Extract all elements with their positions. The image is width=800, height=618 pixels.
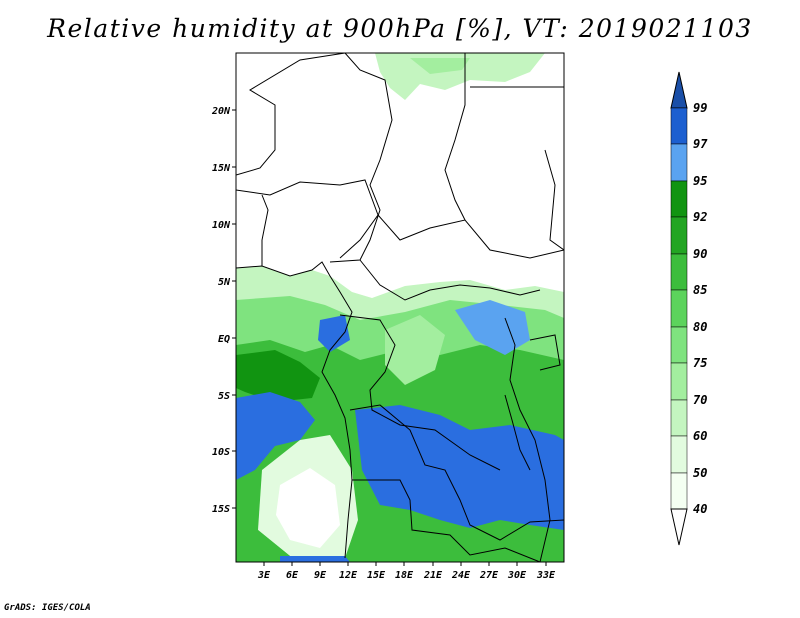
border-car-south [359,259,541,301]
colorbar-label-75: 75 [693,356,707,370]
colorbar-label-97: 97 [693,137,708,151]
colorbar-label-80: 80 [693,320,707,334]
border-benin [261,194,269,266]
lake-tanganyika [504,394,531,471]
humidity-field [236,53,564,562]
map-frame [235,52,565,563]
colorbar-segment-80-85 [670,289,688,328]
border-uganda-kenya [529,334,561,371]
lat-label-eq: EQ [218,334,230,345]
border-sudan-east [544,149,564,251]
colorbar-bottom-arrow [670,508,688,546]
lat-label-15s: 15S [212,504,230,515]
humidity-south-band [236,530,350,562]
border-niger-chad [329,53,393,263]
lon-label-3e: 3E [257,570,271,581]
humidity-patch-north-inner [410,58,470,74]
map-panel [235,52,565,563]
colorbar-label-70: 70 [693,393,707,407]
lat-label-10s: 10S [212,447,230,458]
lon-label-15e: 15E [367,570,386,581]
lon-label-6e: 6E [286,570,299,581]
lon-labels: 3E 6E 9E 12E 15E 18E 21E 24E 27E 30E 33E [257,570,556,581]
colorbar-label-99: 99 [693,101,707,115]
lon-label-27e: 27E [479,570,499,581]
colorbar-label-60: 60 [693,429,707,443]
lat-label-20n: 20N [211,106,231,117]
lon-label-33e: 33E [536,570,556,581]
humidity-light-central [385,315,445,385]
border-mali-niger [236,53,346,176]
lon-label-18e: 18E [395,570,414,581]
border-nigeria [236,179,379,259]
humidity-driest-southwest [276,468,340,548]
colorbar-segment-92-95 [670,180,688,218]
border-drc-west [339,314,501,471]
colorbar-label-90: 90 [693,247,707,261]
colorbar-top-arrow [670,71,688,109]
border-drc-east [504,317,551,562]
border-angola-zambia [349,404,564,541]
humidity-blue-southcentral [355,405,564,530]
humidity-patch-north [375,53,545,100]
humidity-blue-gabon [318,315,350,352]
humidity-dark-coastal [236,350,320,402]
border-chad-sudan [444,53,466,221]
lon-label-30e: 30E [507,570,527,581]
lat-label-5n: 5N [218,277,231,288]
lon-label-12e: 12E [339,570,358,581]
colorbar-segment-90-92 [670,216,688,255]
colorbar-segment-40-50 [670,472,688,510]
lat-label-10n: 10N [212,220,231,231]
colorbar-label-40: 40 [693,502,707,516]
humidity-south-blue [280,556,350,562]
colorbar-label-50: 50 [693,466,707,480]
map-borders [236,53,564,562]
axis-ticks [232,109,547,566]
lon-label-9e: 9E [314,570,327,581]
lat-label-15n: 15N [212,163,231,174]
colorbar: 99 97 95 92 90 85 80 75 70 60 50 40 [670,71,708,546]
lon-label-24e: 24E [451,570,471,581]
colorbar-segment-95-97 [670,143,688,182]
colorbar-segment-85-90 [670,253,688,291]
colorbar-label-85: 85 [693,283,707,297]
lat-labels: 20N 15N 10N 5N EQ 5S 10S 15S [211,106,231,515]
colorbar-label-92: 92 [693,210,707,224]
colorbar-segment-70-75 [670,362,688,401]
colorbar-segment-97-99 [670,107,688,145]
border-zambia-south [352,479,541,562]
grads-credit: GrADS: IGES/COLA [4,603,91,613]
coastline [236,261,353,559]
colorbar-segment-75-80 [670,326,688,364]
colorbar-segment-50-60 [670,435,688,474]
colorbar-segment-60-70 [670,399,688,437]
humidity-blue-west [236,392,315,480]
lat-label-5s: 5S [218,391,230,402]
lon-label-21e: 21E [423,570,443,581]
humidity-blue-northeast [455,300,530,355]
colorbar-label-95: 95 [693,174,707,188]
map-title: Relative humidity at 900hPa [%], VT: 201… [47,14,753,43]
